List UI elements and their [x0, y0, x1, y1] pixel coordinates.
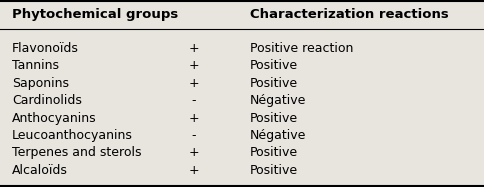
Text: Leucoanthocyanins: Leucoanthocyanins	[12, 129, 133, 142]
Text: +: +	[188, 42, 199, 55]
Text: +: +	[188, 112, 199, 125]
Text: Flavonoïds: Flavonoïds	[12, 42, 79, 55]
Text: Négative: Négative	[249, 94, 305, 107]
Text: Positive: Positive	[249, 59, 297, 73]
Text: Cardinolids: Cardinolids	[12, 94, 82, 107]
Text: Tannins: Tannins	[12, 59, 59, 73]
Text: Positive: Positive	[249, 146, 297, 160]
Text: Positive: Positive	[249, 112, 297, 125]
Text: Characterization reactions: Characterization reactions	[249, 8, 448, 22]
Text: +: +	[188, 59, 199, 73]
Text: Positive reaction: Positive reaction	[249, 42, 352, 55]
Text: Positive: Positive	[249, 164, 297, 177]
Text: Positive: Positive	[249, 77, 297, 90]
Text: Terpenes and sterols: Terpenes and sterols	[12, 146, 141, 160]
Text: +: +	[188, 146, 199, 160]
Text: +: +	[188, 164, 199, 177]
Text: Phytochemical groups: Phytochemical groups	[12, 8, 178, 22]
Text: Saponins: Saponins	[12, 77, 69, 90]
Text: Anthocyanins: Anthocyanins	[12, 112, 96, 125]
Text: -: -	[191, 129, 196, 142]
Text: +: +	[188, 77, 199, 90]
Text: -: -	[191, 94, 196, 107]
Text: Alcaloïds: Alcaloïds	[12, 164, 68, 177]
Text: Négative: Négative	[249, 129, 305, 142]
